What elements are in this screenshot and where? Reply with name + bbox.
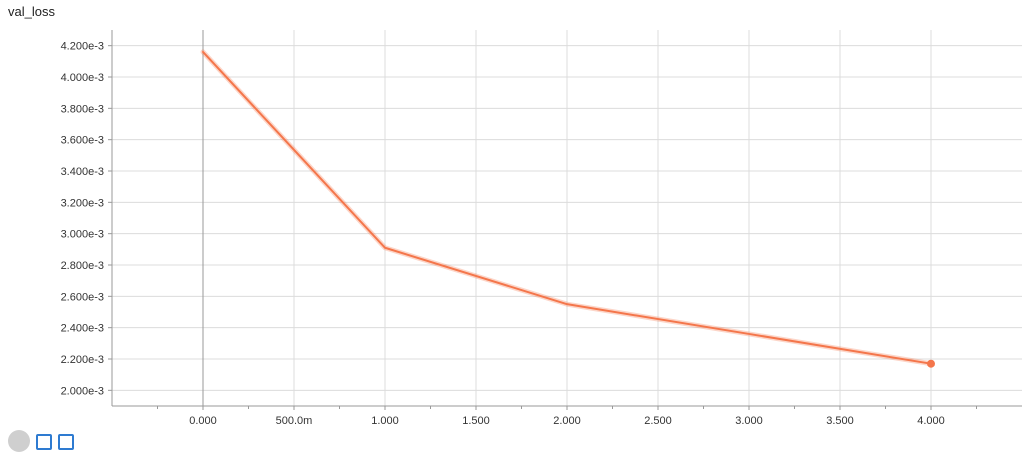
chart-title: val_loss [8,4,55,19]
data-point[interactable] [927,359,935,368]
y-tick-label: 4.000e-3 [61,72,104,84]
x-tick-label: 3.500 [826,415,854,427]
x-tick-label: 2.000 [553,415,581,427]
y-tick-label: 3.200e-3 [61,197,104,209]
y-tick-label: 3.800e-3 [61,103,104,115]
chart-toolbar [8,430,74,452]
x-tick-label: 1.500 [462,415,490,427]
y-tick-label: 2.400e-3 [61,323,104,335]
data-icon[interactable] [36,434,52,450]
y-tick-label: 3.000e-3 [61,229,104,241]
y-tick-label: 2.800e-3 [61,260,104,272]
series-line [202,50,932,365]
x-tick-label: 2.500 [644,415,672,427]
y-tick-label: 2.200e-3 [61,354,104,366]
fit-domain-icon[interactable] [58,434,74,450]
x-tick-label: 0.000 [189,415,217,427]
y-tick-label: 3.600e-3 [61,135,104,147]
y-tick-label: 2.000e-3 [61,385,104,397]
x-tick-label: 500.0m [276,415,313,427]
x-tick-label: 1.000 [371,415,399,427]
expand-icon[interactable] [8,430,30,452]
x-tick-label: 3.000 [735,415,763,427]
y-tick-label: 3.400e-3 [61,166,104,178]
y-tick-label: 4.200e-3 [61,41,104,53]
x-tick-label: 4.000 [917,415,945,427]
y-tick-label: 2.600e-3 [61,291,104,303]
chart-plot: 2.000e-3 2.200e-3 2.400e-3 2.600e-3 2.800e-3… [61,30,1022,427]
